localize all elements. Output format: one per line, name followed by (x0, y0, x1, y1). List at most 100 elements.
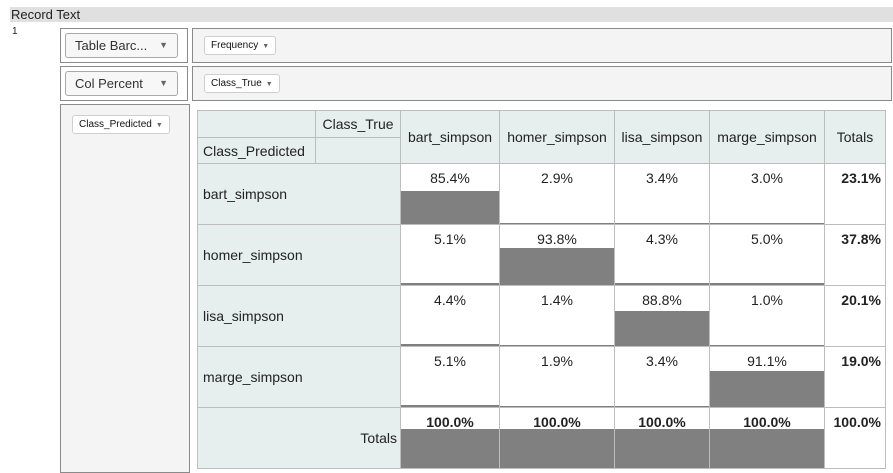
row-total-value: 20.1% (841, 292, 881, 308)
totals-row: Totals 100.0% 100.0% 100.0% 100.0% 100.0… (197, 407, 886, 469)
cell-bar (500, 345, 614, 346)
triangle-down-icon[interactable]: ▼ (262, 43, 270, 50)
cell-bar (615, 311, 709, 346)
cell-value: 1.4% (541, 292, 573, 308)
renderer-select[interactable]: Table Barc... ▼ (65, 33, 178, 58)
triangle-down-icon[interactable]: ▼ (265, 81, 273, 88)
cell-value: 3.4% (646, 353, 678, 369)
table-row: lisa_simpson 4.4% 1.4% 88.8% 1.0% 20.1% (197, 285, 886, 347)
header-title: Record Text (11, 7, 81, 22)
row-header-lisa: lisa_simpson (197, 285, 401, 347)
col-total-value: 100.0% (638, 414, 686, 430)
row-total-cell[interactable]: 19.0% (824, 346, 886, 408)
value-cell[interactable]: 1.9% (499, 346, 615, 408)
row-axis-label: Class_Predicted (197, 137, 316, 164)
row-header-homer: homer_simpson (197, 224, 401, 286)
value-cell[interactable]: 3.0% (709, 163, 825, 225)
value-cell[interactable]: 4.4% (400, 285, 500, 347)
cell-bar (615, 283, 709, 285)
cell-bar (615, 406, 709, 407)
cell-bar (401, 191, 499, 224)
cell-value: 1.0% (751, 292, 783, 308)
col-header-marge: marge_simpson (709, 110, 825, 164)
value-fields-zone (192, 28, 892, 63)
row-header-marge: marge_simpson (197, 346, 401, 408)
value-cell[interactable]: 4.3% (614, 224, 710, 286)
table-row: bart_simpson 85.4% 2.9% 3.4% 3.0% 23.1% (197, 163, 886, 225)
grand-total-cell[interactable]: 100.0% (824, 407, 886, 469)
row-total-cell[interactable]: 37.8% (824, 224, 886, 286)
cell-bar (500, 429, 614, 468)
cell-bar (500, 406, 614, 407)
row-total-cell[interactable]: 20.1% (824, 285, 886, 347)
col-total-cell[interactable]: 100.0% (499, 407, 615, 469)
row-field-label: Class_Predicted (79, 119, 152, 130)
value-cell[interactable]: 91.1% (709, 346, 825, 408)
cell-bar (710, 223, 824, 224)
row-fields-zone (60, 104, 190, 473)
col-total-cell[interactable]: 100.0% (709, 407, 825, 469)
value-cell[interactable]: 1.0% (709, 285, 825, 347)
record-number: 1 (12, 26, 18, 37)
col-total-value: 100.0% (426, 414, 474, 430)
cell-bar (500, 223, 614, 224)
aggregator-select-value: Col Percent (75, 76, 143, 91)
col-header-totals: Totals (824, 110, 886, 164)
cell-bar (710, 429, 824, 468)
chevron-down-icon: ▼ (159, 78, 168, 88)
triangle-down-icon[interactable]: ▼ (155, 122, 163, 129)
cell-value: 2.9% (541, 170, 573, 186)
grand-total-value: 100.0% (833, 414, 881, 430)
value-field-label: Frequency (211, 40, 259, 51)
cell-bar (710, 371, 824, 407)
cell-value: 85.4% (430, 170, 470, 186)
value-cell[interactable]: 85.4% (400, 163, 500, 225)
value-cell[interactable]: 3.4% (614, 346, 710, 408)
col-total-value: 100.0% (533, 414, 581, 430)
value-cell[interactable]: 88.8% (614, 285, 710, 347)
record-text-header: Record Text (10, 7, 893, 22)
totals-row-label: Totals (197, 407, 401, 469)
col-total-value: 100.0% (743, 414, 791, 430)
table-row: homer_simpson 5.1% 93.8% 4.3% 5.0% 37.8% (197, 224, 886, 286)
row-field-pill[interactable]: Class_Predicted ▼ (72, 115, 170, 134)
pivot-table: Class_True bart_simpson homer_simpson li… (197, 110, 886, 469)
value-cell[interactable]: 5.1% (400, 224, 500, 286)
col-axis-label: Class_True (315, 110, 401, 138)
col-header-homer: homer_simpson (499, 110, 615, 164)
value-cell[interactable]: 5.0% (709, 224, 825, 286)
cell-bar (710, 283, 824, 285)
cell-value: 1.9% (541, 353, 573, 369)
cell-value: 5.1% (434, 353, 466, 369)
value-cell[interactable]: 93.8% (499, 224, 615, 286)
cell-bar (500, 248, 614, 285)
value-cell[interactable]: 3.4% (614, 163, 710, 225)
row-total-cell[interactable]: 23.1% (824, 163, 886, 225)
value-cell[interactable]: 1.4% (499, 285, 615, 347)
value-cell[interactable]: 5.1% (400, 346, 500, 408)
cell-bar (401, 429, 499, 468)
cell-bar (615, 223, 709, 224)
row-axis-spacer (315, 137, 401, 164)
table-row: marge_simpson 5.1% 1.9% 3.4% 91.1% 19.0% (197, 346, 886, 408)
cell-value: 5.1% (434, 231, 466, 247)
col-total-cell[interactable]: 100.0% (400, 407, 500, 469)
cell-value: 5.0% (751, 231, 783, 247)
col-field-pill[interactable]: Class_True ▼ (204, 74, 280, 93)
cell-value: 93.8% (537, 231, 577, 247)
value-field-pill[interactable]: Frequency ▼ (204, 36, 277, 55)
renderer-select-value: Table Barc... (75, 38, 148, 53)
chevron-down-icon: ▼ (159, 40, 168, 50)
cell-bar (401, 405, 499, 407)
cell-value: 4.3% (646, 231, 678, 247)
aggregator-select[interactable]: Col Percent ▼ (65, 71, 178, 96)
row-header-bart: bart_simpson (197, 163, 401, 225)
col-fields-zone (192, 66, 892, 101)
cell-value: 3.0% (751, 170, 783, 186)
cell-value: 88.8% (642, 292, 682, 308)
value-cell[interactable]: 2.9% (499, 163, 615, 225)
col-total-cell[interactable]: 100.0% (614, 407, 710, 469)
col-field-label: Class_True (211, 78, 262, 89)
cell-bar (401, 344, 499, 346)
cell-value: 3.4% (646, 170, 678, 186)
